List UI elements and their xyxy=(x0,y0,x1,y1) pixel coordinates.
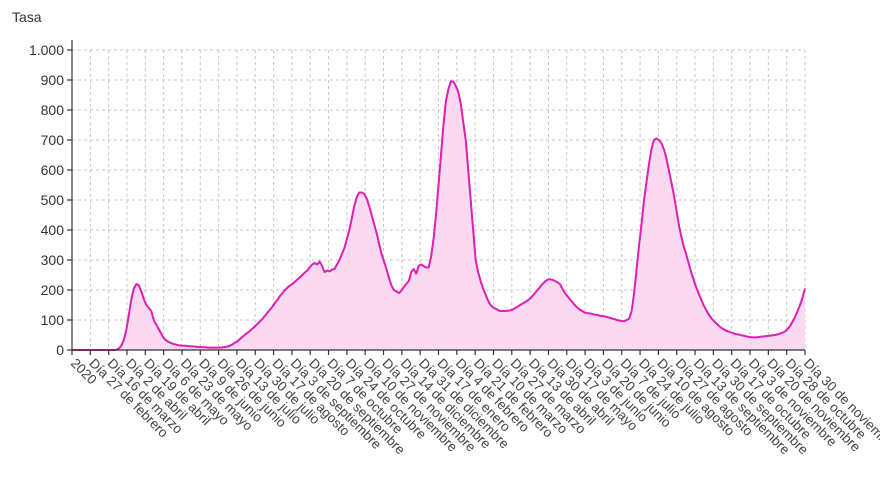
y-tick-label: 400 xyxy=(41,222,65,238)
y-tick-label: 200 xyxy=(41,282,65,298)
y-tick-label: 1.000 xyxy=(29,42,64,58)
y-tick-label: 0 xyxy=(56,342,64,358)
y-tick-label: 900 xyxy=(41,72,65,88)
y-tick-label: 100 xyxy=(41,312,65,328)
y-axis-title: Tasa xyxy=(12,9,42,25)
y-tick-labels: 0 100 200 300 400 500 600 700 800 900 1.000 xyxy=(29,42,64,358)
series-area-fill xyxy=(72,81,805,350)
y-tick-label: 500 xyxy=(41,192,65,208)
grid xyxy=(72,49,806,350)
axes xyxy=(67,40,806,355)
y-tick-label: 800 xyxy=(41,102,65,118)
y-tick-label: 600 xyxy=(41,162,65,178)
y-tick-label: 700 xyxy=(41,132,65,148)
area-layer xyxy=(72,80,806,351)
series-line xyxy=(72,80,806,351)
y-tick-label: 300 xyxy=(41,252,65,268)
